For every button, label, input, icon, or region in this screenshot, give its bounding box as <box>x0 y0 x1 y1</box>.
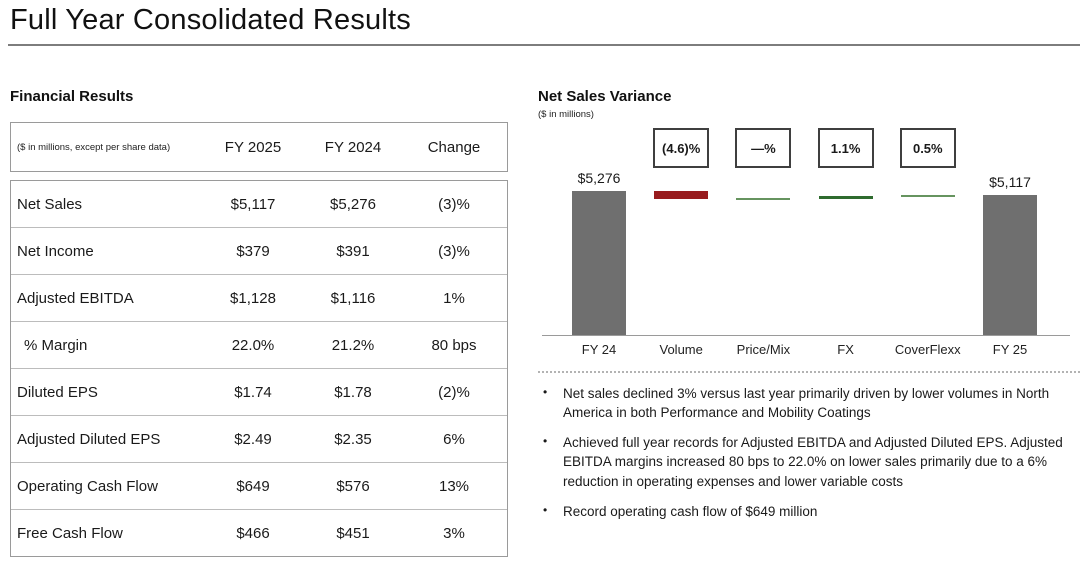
waterfall-total-bar-fy-25 <box>983 195 1037 335</box>
row-label: Net Income <box>17 242 94 260</box>
axis-label-fy-24: FY 24 <box>581 342 617 357</box>
table-row-margin: % Margin 22.0% 21.2% 80 bps <box>11 321 507 368</box>
chart-baseline <box>542 335 1070 336</box>
row-label: Net Sales <box>17 195 83 213</box>
row-value: $1.74 <box>234 383 272 401</box>
row-value: 3% <box>443 524 465 542</box>
row-value: (3)% <box>438 242 470 260</box>
variance-box-volume: (4.6)% <box>653 128 710 168</box>
row-value: $1,116 <box>330 289 376 307</box>
axis-label-fx: FX <box>837 342 854 357</box>
bullet-text: Net sales declined 3% versus last year p… <box>563 386 1050 421</box>
bar-value-label-fy-25: $5,117 <box>989 174 1031 191</box>
row-value: $2.49 <box>234 430 272 448</box>
row-label: % Margin <box>24 336 88 354</box>
row-value: $5,276 <box>330 195 376 213</box>
table-header-row: ($ in millions, except per share data) F… <box>10 122 508 172</box>
table-row-net-income: Net Income $379 $391 (3)% <box>11 227 507 274</box>
row-value: 22.0% <box>231 336 275 354</box>
variance-box-fx: 1.1% <box>817 128 874 168</box>
row-value: 6% <box>443 430 465 448</box>
table-row-operating-cash-flow: Operating Cash Flow $649 $576 13% <box>11 462 507 509</box>
axis-label-fy-25: FY 25 <box>992 342 1028 357</box>
bullet-text: Record operating cash flow of $649 milli… <box>563 503 818 519</box>
bullet-marker-icon: • <box>543 502 548 517</box>
page-title: Full Year Consolidated Results <box>10 4 411 36</box>
net-sales-variance-waterfall-chart: $5,276 FY 24 (4.6)% Volume —% Price/Mix 1.1% FX… <box>538 120 1080 370</box>
axis-label-price-mix: Price/Mix <box>736 342 791 357</box>
row-value: (3)% <box>438 195 470 213</box>
bar-value-label-fy-24: $5,276 <box>577 170 621 186</box>
table-units-note: ($ in millions, except per share data) <box>17 141 171 153</box>
row-value: 80 bps <box>431 336 477 354</box>
axis-label-coverflexx: CoverFlexx <box>894 342 961 357</box>
row-value: $379 <box>236 242 270 260</box>
row-label: Free Cash Flow <box>17 524 123 542</box>
row-value: (2)% <box>438 383 470 401</box>
waterfall-total-bar-fy-24 <box>572 191 626 335</box>
column-header-fy2025: FY 2025 <box>224 138 282 156</box>
row-value: 1% <box>443 289 465 307</box>
bullet-item: • Net sales declined 3% versus last year … <box>540 384 1080 422</box>
row-value: $391 <box>336 242 370 260</box>
row-label: Adjusted EBITDA <box>17 289 134 307</box>
net-sales-variance-panel: Net Sales Variance ($ in millions) $5,27… <box>538 88 1080 567</box>
table-row-net-sales: Net Sales $5,117 $5,276 (3)% <box>11 181 507 227</box>
bullet-item: • Record operating cash flow of $649 mill… <box>540 502 1080 521</box>
title-underline <box>8 44 1080 46</box>
table-row-adjusted-diluted-eps: Adjusted Diluted EPS $2.49 $2.35 6% <box>11 415 507 462</box>
column-header-fy2024: FY 2024 <box>324 138 382 156</box>
waterfall-delta-segment-coverflexx <box>900 195 955 198</box>
bullet-marker-icon: • <box>543 434 548 449</box>
row-value: 13% <box>438 477 470 495</box>
table-row-adjusted-ebitda: Adjusted EBITDA $1,128 $1,116 1% <box>11 274 507 321</box>
dotted-divider <box>538 371 1080 373</box>
row-label: Operating Cash Flow <box>17 477 158 495</box>
row-value: $1,128 <box>230 289 276 307</box>
row-value: $466 <box>236 524 270 542</box>
table-row-free-cash-flow: Free Cash Flow $466 $451 3% <box>11 509 507 556</box>
financial-results-panel: Financial Results ($ in millions, except… <box>10 88 508 558</box>
financial-results-table: Net Sales $5,117 $5,276 (3)% Net Income $379 $… <box>10 180 508 557</box>
row-value: $451 <box>336 524 370 542</box>
variance-box-price-mix: —% <box>735 128 792 168</box>
row-value: $649 <box>236 477 270 495</box>
table-row-diluted-eps: Diluted EPS $1.74 $1.78 (2)% <box>11 368 507 415</box>
row-value: $5,117 <box>230 195 276 213</box>
waterfall-delta-segment-fx <box>818 196 873 199</box>
column-header-change: Change <box>427 138 481 156</box>
net-sales-variance-heading: Net Sales Variance <box>538 88 672 105</box>
waterfall-delta-segment-volume <box>654 191 709 199</box>
variance-box-coverflexx: 0.5% <box>899 128 956 168</box>
chart-units-note: ($ in millions) <box>538 109 594 120</box>
row-value: $576 <box>336 477 370 495</box>
row-value: 21.2% <box>331 336 375 354</box>
row-value: $1.78 <box>334 383 372 401</box>
axis-label-volume: Volume <box>659 342 703 357</box>
bullet-text: Achieved full year records for Adjusted … <box>563 435 1063 489</box>
row-label: Diluted EPS <box>17 383 98 401</box>
financial-results-heading: Financial Results <box>10 88 134 105</box>
row-label: Adjusted Diluted EPS <box>17 430 161 448</box>
commentary-bullet-list: • Net sales declined 3% versus last year … <box>540 384 1080 521</box>
waterfall-delta-segment-price-mix <box>736 197 791 200</box>
row-value: $2.35 <box>334 430 372 448</box>
bullet-marker-icon: • <box>543 385 548 399</box>
bullet-item: • Achieved full year records for Adjusted… <box>540 433 1080 490</box>
